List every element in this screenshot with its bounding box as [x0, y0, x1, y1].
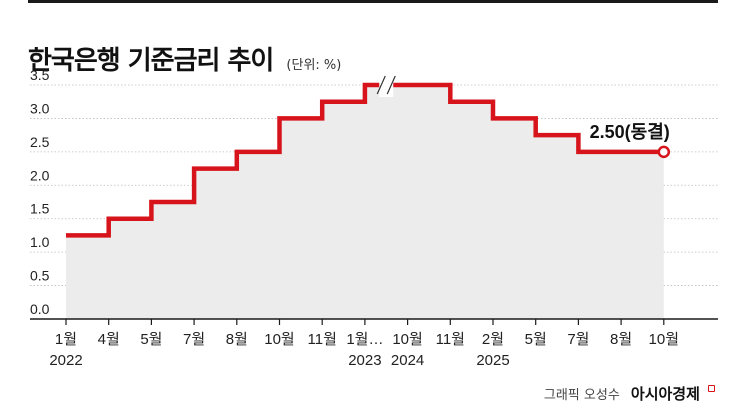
x-tick-label: 2월 — [482, 331, 504, 348]
title-rule — [28, 0, 718, 3]
x-tick-label: 5월 — [140, 331, 162, 348]
x-tick-label: 11월 — [436, 331, 465, 348]
end-marker — [657, 145, 671, 159]
callout-label: 2.50(동결) — [590, 122, 670, 142]
chart-title: 한국은행 기준금리 추이 — [28, 46, 274, 76]
y-tick-label: 3.0 — [30, 100, 50, 116]
area-fill — [66, 85, 664, 319]
y-tick-label: 1.5 — [30, 201, 50, 217]
y-tick-label: 3.5 — [30, 67, 50, 83]
x-tick-label: 8월 — [610, 331, 632, 348]
x-tick-label: 8월 — [226, 331, 248, 348]
x-tick-label: 11월 — [308, 331, 337, 348]
x-tick-label: 7월 — [567, 331, 589, 348]
break-gap — [379, 73, 394, 97]
y-tick-label: 1.0 — [30, 234, 50, 250]
title-block: 한국은행 기준금리 추이 (단위: %) — [28, 40, 341, 77]
brand-mark-icon — [708, 385, 715, 392]
y-tick-label: 2.0 — [30, 167, 50, 183]
year-label: 2025 — [476, 352, 509, 369]
x-tick-label: 10월 — [649, 331, 680, 348]
x-tick-label: 10월 — [392, 331, 423, 348]
brand-logo: 아시아경제 — [630, 385, 700, 403]
unit-label: (단위: %) — [286, 58, 342, 73]
x-tick-label: 10월 — [264, 331, 295, 348]
credit-text: 그래픽 오성수 — [543, 388, 620, 403]
y-tick-label: 0.0 — [30, 301, 50, 317]
x-tick-label: 5월 — [525, 331, 547, 348]
x-tick-label: 1월 — [55, 331, 77, 348]
year-label: 2023 — [348, 352, 381, 369]
break-mark — [386, 75, 396, 95]
y-tick-label: 2.5 — [30, 134, 50, 150]
rate-line — [66, 82, 664, 238]
x-tick-label: 1월… — [346, 331, 383, 348]
y-tick-label: 0.5 — [30, 268, 50, 284]
credit-line: 그래픽 오성수 아시아경제 — [544, 383, 715, 404]
x-tick-label: 4월 — [98, 331, 120, 348]
year-label: 2022 — [49, 352, 82, 369]
x-tick-label: 7월 — [183, 331, 205, 348]
break-mark — [376, 75, 386, 95]
year-label: 2024 — [391, 352, 424, 369]
